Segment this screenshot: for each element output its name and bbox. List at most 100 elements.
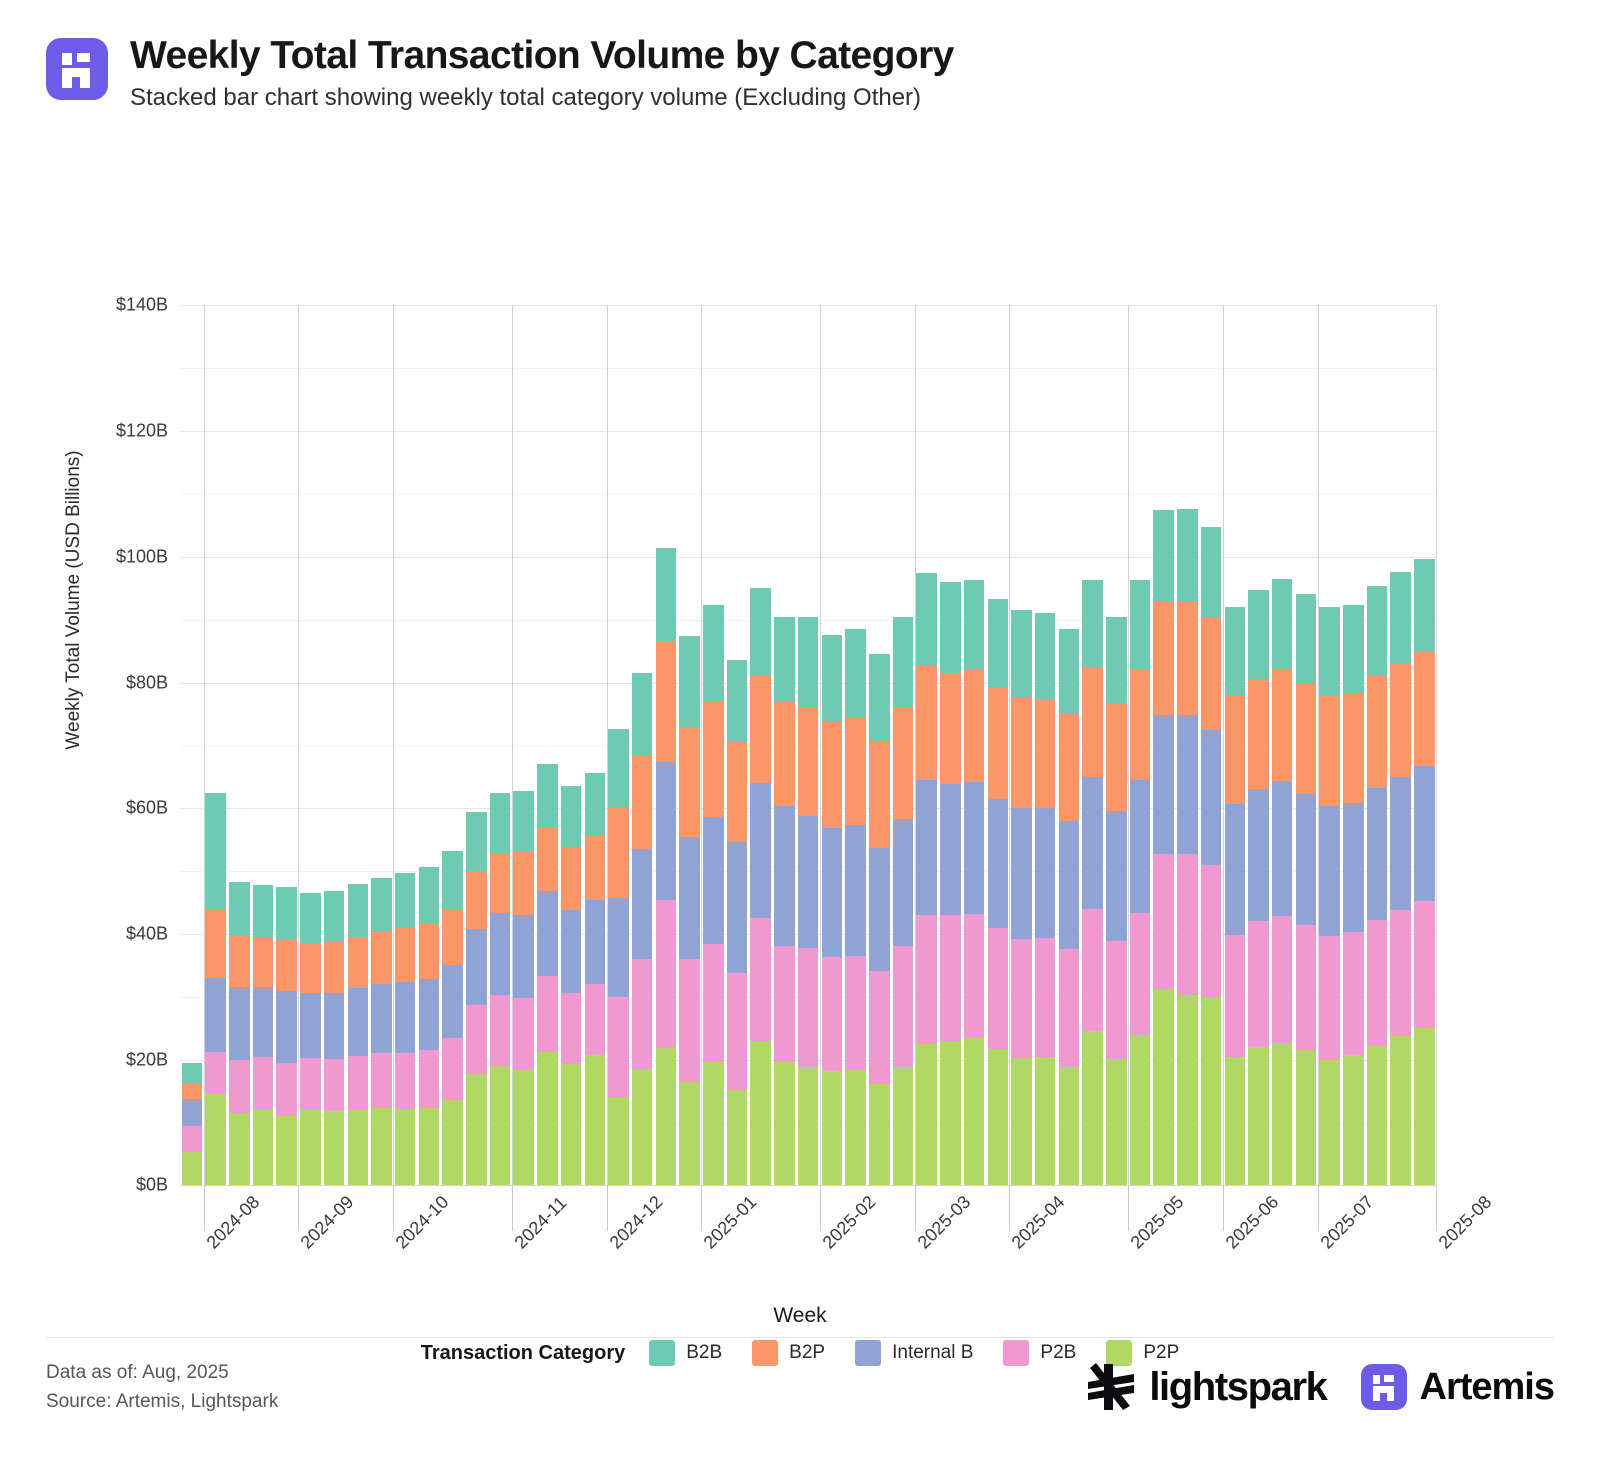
bar-segment-internal-b[interactable] bbox=[940, 784, 961, 916]
bar-stack[interactable] bbox=[726, 305, 748, 1186]
bar-segment-p2b[interactable] bbox=[537, 976, 558, 1052]
bar-segment-b2b[interactable] bbox=[1366, 585, 1388, 677]
bar-segment-b2p[interactable] bbox=[1343, 693, 1364, 803]
bar-segment-b2p[interactable] bbox=[821, 721, 843, 829]
bar-segment-b2b[interactable] bbox=[774, 616, 795, 703]
bar-segment-p2p[interactable] bbox=[1295, 1050, 1317, 1186]
bar-segment-b2p[interactable] bbox=[252, 937, 274, 987]
legend-item-p2b[interactable]: P2B bbox=[1003, 1340, 1076, 1367]
bar-segment-p2p[interactable] bbox=[1129, 1034, 1151, 1186]
bar-segment-internal-b[interactable] bbox=[300, 992, 321, 1058]
bar-segment-b2b[interactable] bbox=[1271, 578, 1293, 670]
bar-segment-internal-b[interactable] bbox=[513, 914, 534, 999]
bar-segment-p2b[interactable] bbox=[1248, 921, 1269, 1048]
bar-segment-p2p[interactable] bbox=[1248, 1047, 1269, 1186]
bar-segment-b2p[interactable] bbox=[276, 939, 297, 992]
bar-segment-internal-b[interactable] bbox=[1248, 789, 1269, 922]
bar-stack[interactable] bbox=[1153, 305, 1174, 1186]
bar-segment-p2b[interactable] bbox=[608, 996, 629, 1098]
bar-segment-b2p[interactable] bbox=[608, 807, 629, 898]
bar-segment-internal-b[interactable] bbox=[1177, 715, 1198, 855]
bar-stack[interactable] bbox=[584, 305, 606, 1186]
bar-stack[interactable] bbox=[1390, 305, 1411, 1186]
bar-segment-b2p[interactable] bbox=[584, 835, 606, 901]
bar-stack[interactable] bbox=[1011, 305, 1032, 1186]
bar-segment-p2p[interactable] bbox=[868, 1083, 890, 1186]
bar-segment-p2b[interactable] bbox=[1295, 925, 1317, 1051]
bar-segment-p2b[interactable] bbox=[323, 1058, 345, 1112]
bar-segment-p2b[interactable] bbox=[347, 1056, 369, 1111]
bar-segment-b2b[interactable] bbox=[631, 673, 653, 755]
bar-stack[interactable] bbox=[797, 305, 819, 1186]
bar-segment-b2p[interactable] bbox=[1082, 667, 1103, 777]
bar-segment-internal-b[interactable] bbox=[963, 781, 985, 914]
bar-segment-internal-b[interactable] bbox=[1200, 729, 1222, 865]
bar-segment-internal-b[interactable] bbox=[750, 782, 771, 918]
bar-segment-b2p[interactable] bbox=[940, 672, 961, 785]
bar-segment-internal-b[interactable] bbox=[229, 986, 250, 1060]
bar-segment-b2p[interactable] bbox=[1034, 699, 1056, 808]
bar-segment-p2b[interactable] bbox=[1414, 900, 1435, 1028]
bar-segment-p2b[interactable] bbox=[229, 1059, 250, 1113]
bar-stack[interactable] bbox=[868, 305, 890, 1186]
bar-segment-p2b[interactable] bbox=[940, 915, 961, 1041]
bar-segment-p2p[interactable] bbox=[394, 1109, 416, 1186]
bar-segment-p2b[interactable] bbox=[821, 957, 843, 1072]
bar-segment-p2b[interactable] bbox=[631, 959, 653, 1069]
bar-segment-internal-b[interactable] bbox=[347, 988, 369, 1056]
bar-stack[interactable] bbox=[608, 305, 629, 1186]
bar-stack[interactable] bbox=[1200, 305, 1222, 1186]
bar-segment-b2p[interactable] bbox=[774, 702, 795, 807]
bar-segment-p2b[interactable] bbox=[371, 1052, 392, 1109]
bar-segment-b2b[interactable] bbox=[276, 886, 297, 940]
bar-segment-p2b[interactable] bbox=[679, 959, 700, 1083]
bar-segment-p2p[interactable] bbox=[418, 1108, 440, 1186]
bar-segment-internal-b[interactable] bbox=[1106, 811, 1127, 941]
bar-segment-b2b[interactable] bbox=[750, 587, 771, 676]
bar-stack[interactable] bbox=[323, 305, 345, 1186]
bar-stack[interactable] bbox=[1034, 305, 1056, 1186]
bar-segment-b2p[interactable] bbox=[1390, 663, 1411, 777]
bar-segment-p2p[interactable] bbox=[1011, 1057, 1032, 1186]
bar-stack[interactable] bbox=[1343, 305, 1364, 1186]
bar-segment-b2b[interactable] bbox=[418, 866, 440, 924]
bar-segment-internal-b[interactable] bbox=[1129, 780, 1151, 914]
bar-segment-internal-b[interactable] bbox=[679, 837, 700, 960]
bar-segment-b2b[interactable] bbox=[300, 893, 321, 944]
bar-segment-b2p[interactable] bbox=[560, 847, 582, 911]
bar-segment-b2b[interactable] bbox=[845, 629, 866, 718]
bar-segment-p2b[interactable] bbox=[418, 1050, 440, 1109]
bar-segment-b2p[interactable] bbox=[1106, 703, 1127, 812]
bar-segment-p2b[interactable] bbox=[1034, 938, 1056, 1058]
bar-segment-p2p[interactable] bbox=[276, 1116, 297, 1186]
bar-segment-b2p[interactable] bbox=[513, 852, 534, 915]
bar-segment-b2p[interactable] bbox=[892, 707, 914, 820]
bar-segment-b2b[interactable] bbox=[1082, 579, 1103, 668]
bar-segment-p2p[interactable] bbox=[1034, 1057, 1056, 1186]
bar-segment-internal-b[interactable] bbox=[608, 897, 629, 997]
bar-segment-b2b[interactable] bbox=[442, 851, 463, 909]
bar-segment-b2p[interactable] bbox=[1366, 676, 1388, 789]
bar-segment-b2b[interactable] bbox=[1295, 594, 1317, 684]
bar-stack[interactable] bbox=[300, 305, 321, 1186]
bar-segment-b2p[interactable] bbox=[466, 871, 487, 930]
bar-segment-b2p[interactable] bbox=[489, 853, 511, 914]
bar-stack[interactable] bbox=[1058, 305, 1080, 1186]
bar-segment-internal-b[interactable] bbox=[797, 815, 819, 948]
bar-segment-b2p[interactable] bbox=[1271, 669, 1293, 782]
bar-segment-b2p[interactable] bbox=[1200, 617, 1222, 730]
bar-stack[interactable] bbox=[1271, 305, 1293, 1186]
bar-segment-b2b[interactable] bbox=[987, 599, 1009, 689]
bar-segment-p2p[interactable] bbox=[300, 1108, 321, 1186]
bar-segment-p2b[interactable] bbox=[1319, 935, 1340, 1061]
bar-stack[interactable] bbox=[940, 305, 961, 1186]
bar-segment-b2p[interactable] bbox=[323, 942, 345, 993]
bar-segment-internal-b[interactable] bbox=[1034, 807, 1056, 939]
bar-segment-b2b[interactable] bbox=[916, 572, 937, 666]
bar-segment-internal-b[interactable] bbox=[466, 929, 487, 1006]
bar-stack[interactable] bbox=[489, 305, 511, 1186]
bar-segment-internal-b[interactable] bbox=[276, 991, 297, 1063]
bar-segment-b2b[interactable] bbox=[679, 635, 700, 727]
bar-segment-b2b[interactable] bbox=[1106, 616, 1127, 704]
bar-stack[interactable] bbox=[821, 305, 843, 1186]
